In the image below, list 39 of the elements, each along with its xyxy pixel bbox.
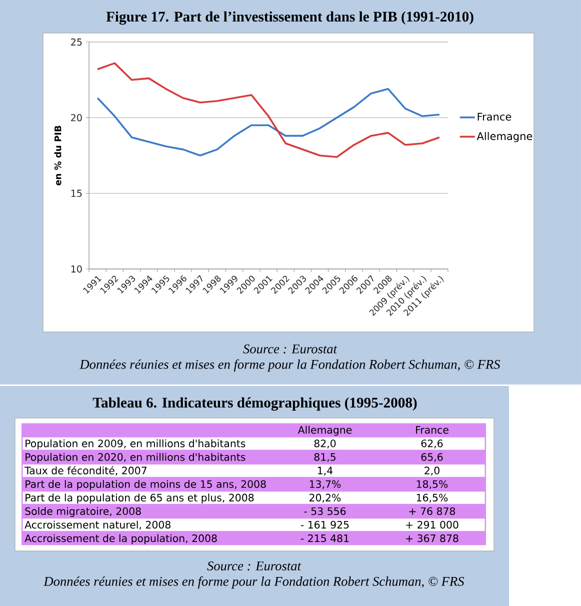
legend-label: Allemagne	[476, 132, 532, 142]
text: 13,7%	[310, 480, 341, 489]
text: + 367 878	[406, 534, 458, 542]
text: - 215 481	[300, 534, 349, 542]
text: Accroissement naturel, 2008	[24, 520, 170, 530]
text: 18,5%	[416, 480, 448, 489]
text: Données réunies et mises en forme pour la Fondation Robert Schuman, © FRS	[44, 576, 464, 589]
chart-title: Figure 17. Part de l’investissement dans le PIB (1991-2010)	[106, 11, 474, 25]
text: Taux de fécondité, 2007	[24, 466, 146, 476]
text: Part de la population de moins de 15 ans, 2008	[26, 480, 266, 490]
text: Accroissement de la population, 2008	[24, 534, 217, 544]
text: Tableau 6. Indicateurs démographiques (1995-2008)	[92, 397, 417, 411]
text: Données réunies et mises en forme pour la Fondation Robert Schuman, © FRS	[80, 359, 500, 372]
source-note: Source : Eurostat	[207, 562, 302, 570]
text: France	[416, 426, 448, 434]
text: - 53 556	[304, 507, 346, 516]
text: Allemagne	[298, 426, 352, 436]
text: 82,0	[314, 440, 336, 448]
text: Solde migratoire, 2008	[25, 507, 141, 518]
text: 65,6	[421, 453, 443, 462]
text: 2,0	[424, 466, 440, 476]
y-tick-label: 25	[71, 38, 82, 46]
y-tick-label: 10	[71, 265, 82, 273]
source-note: Source : Eurostat	[243, 344, 338, 354]
text: 1,4	[318, 466, 333, 476]
legend-label: France	[478, 112, 512, 121]
text: Part de la population de 65 ans et plus, 2008	[26, 494, 254, 504]
y-tick-label: 15	[71, 190, 82, 197]
text: - 161 925	[300, 520, 349, 529]
text: 20,2%	[310, 494, 341, 503]
text: 16,5%	[416, 494, 448, 503]
text: Population en 2009, en millions d'habitants	[26, 439, 246, 450]
text: 62,6	[421, 440, 443, 448]
y-tick-label: 20	[71, 114, 82, 122]
text: + 291 000	[406, 520, 458, 529]
text: + 76 878	[409, 507, 456, 516]
y-axis-title: en % du PIB	[54, 126, 62, 186]
text: 81,5	[314, 453, 336, 462]
text: Population en 2020, en millions d'habitants	[26, 452, 246, 463]
